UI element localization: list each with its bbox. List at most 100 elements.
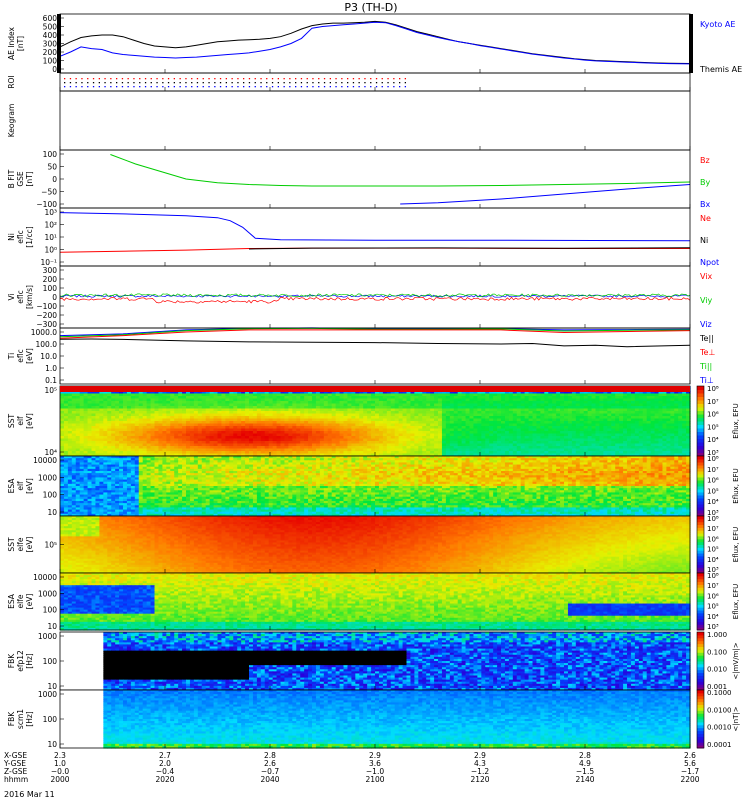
roi-dot bbox=[330, 78, 331, 79]
panel-frame bbox=[60, 14, 690, 73]
roi-dot bbox=[220, 82, 221, 83]
roi-dot bbox=[104, 82, 105, 83]
legend-ti-: Ti⊥ bbox=[699, 376, 714, 385]
roi-dot bbox=[376, 86, 377, 87]
panel-frame bbox=[60, 266, 690, 328]
roi-dot bbox=[405, 78, 406, 79]
roi-dot bbox=[203, 86, 204, 87]
ytick-label: 10.0 bbox=[40, 352, 57, 361]
roi-dot bbox=[284, 78, 285, 79]
roi-dot bbox=[156, 86, 157, 87]
series-te- bbox=[60, 339, 690, 347]
roi-dot bbox=[335, 86, 336, 87]
legend-viz: Viz bbox=[700, 320, 712, 329]
roi-dot bbox=[81, 86, 82, 87]
roi-dot bbox=[255, 82, 256, 83]
series-npot bbox=[60, 213, 690, 241]
panel-roi: ROI bbox=[7, 73, 690, 91]
roi-dot bbox=[301, 86, 302, 87]
roi-dot bbox=[387, 82, 388, 83]
ytick-label: 600 bbox=[43, 14, 58, 23]
legend-te-: Te⊥ bbox=[699, 348, 715, 357]
roi-dot bbox=[151, 86, 152, 87]
roi-dot bbox=[301, 78, 302, 79]
roi-dot bbox=[382, 82, 383, 83]
ytick-label: 0 bbox=[52, 293, 57, 302]
ytick-label: −50 bbox=[41, 188, 57, 197]
roi-dot bbox=[156, 82, 157, 83]
roi-dot bbox=[180, 86, 181, 87]
roi-dot bbox=[214, 78, 215, 79]
roi-dot bbox=[364, 78, 365, 79]
ytick-label: 0 bbox=[52, 65, 57, 74]
roi-dot bbox=[145, 86, 146, 87]
roi-dot bbox=[139, 78, 140, 79]
legend-npot: Npot bbox=[700, 258, 719, 267]
ylabel-bfit: B FIT bbox=[7, 169, 16, 188]
roi-dot bbox=[226, 78, 227, 79]
roi-dot bbox=[364, 86, 365, 87]
themis-summary-plot: P3 (TH-D) AE Index [nT]010020030040050060… bbox=[0, 0, 750, 800]
ytick-label: 0.1 bbox=[45, 376, 57, 385]
ytick-label: 1000.0 bbox=[31, 328, 57, 337]
roi-dot bbox=[243, 82, 244, 83]
ytick-label: 50 bbox=[47, 163, 57, 172]
legend-ni: Ni bbox=[700, 236, 708, 245]
roi-dot bbox=[81, 82, 82, 83]
roi-dot bbox=[133, 82, 134, 83]
ytick-label: 200 bbox=[43, 48, 58, 57]
roi-dot bbox=[318, 78, 319, 79]
roi-dot bbox=[197, 82, 198, 83]
roi-dot bbox=[128, 78, 129, 79]
ylabel-ae: AE Index bbox=[7, 26, 16, 59]
roi-dot bbox=[203, 82, 204, 83]
series-ne bbox=[60, 248, 690, 252]
ylabel-ni: Ni bbox=[7, 233, 16, 241]
ylabel-ni: [1/cc] bbox=[25, 226, 34, 247]
ytick-label: 100 bbox=[43, 284, 58, 293]
roi-dot bbox=[341, 78, 342, 79]
panel-frame bbox=[60, 208, 690, 266]
ylabel-ti: [eV] bbox=[25, 348, 34, 364]
roi-dot bbox=[145, 78, 146, 79]
ytick-label: 100 bbox=[43, 150, 58, 159]
roi-dot bbox=[99, 86, 100, 87]
roi-dot bbox=[180, 78, 181, 79]
roi-dot bbox=[370, 78, 371, 79]
roi-dot bbox=[399, 86, 400, 87]
roi-dot bbox=[370, 86, 371, 87]
ytick-label: 1.0 bbox=[45, 364, 57, 373]
roi-dot bbox=[76, 82, 77, 83]
roi-dot bbox=[208, 86, 209, 87]
roi-dot bbox=[226, 86, 227, 87]
roi-dot bbox=[70, 86, 71, 87]
ytick-label: −100 bbox=[36, 302, 57, 311]
roi-dot bbox=[64, 86, 65, 87]
ylabel-bfit: [nT] bbox=[25, 171, 34, 186]
roi-dot bbox=[330, 82, 331, 83]
roi-dot bbox=[76, 78, 77, 79]
roi-dot bbox=[393, 86, 394, 87]
roi-dot bbox=[104, 78, 105, 79]
ylabel-vi: [km/s] bbox=[25, 285, 34, 309]
roi-dot bbox=[278, 82, 279, 83]
ytick-label: 200 bbox=[43, 275, 58, 284]
roi-dot bbox=[110, 86, 111, 87]
heatmap-sst1 bbox=[60, 386, 691, 457]
roi-dot bbox=[307, 86, 308, 87]
roi-dot bbox=[197, 86, 198, 87]
roi-dot bbox=[232, 86, 233, 87]
roi-dot bbox=[278, 78, 279, 79]
roi-dot bbox=[370, 82, 371, 83]
roi-dot bbox=[237, 86, 238, 87]
roi-dot bbox=[335, 82, 336, 83]
ytick-label: 0 bbox=[52, 175, 57, 184]
ylabel-ti: eflc bbox=[16, 349, 25, 362]
roi-dot bbox=[399, 82, 400, 83]
ylabel-sst1: elf bbox=[16, 416, 25, 426]
roi-dot bbox=[347, 82, 348, 83]
roi-dot bbox=[387, 78, 388, 79]
